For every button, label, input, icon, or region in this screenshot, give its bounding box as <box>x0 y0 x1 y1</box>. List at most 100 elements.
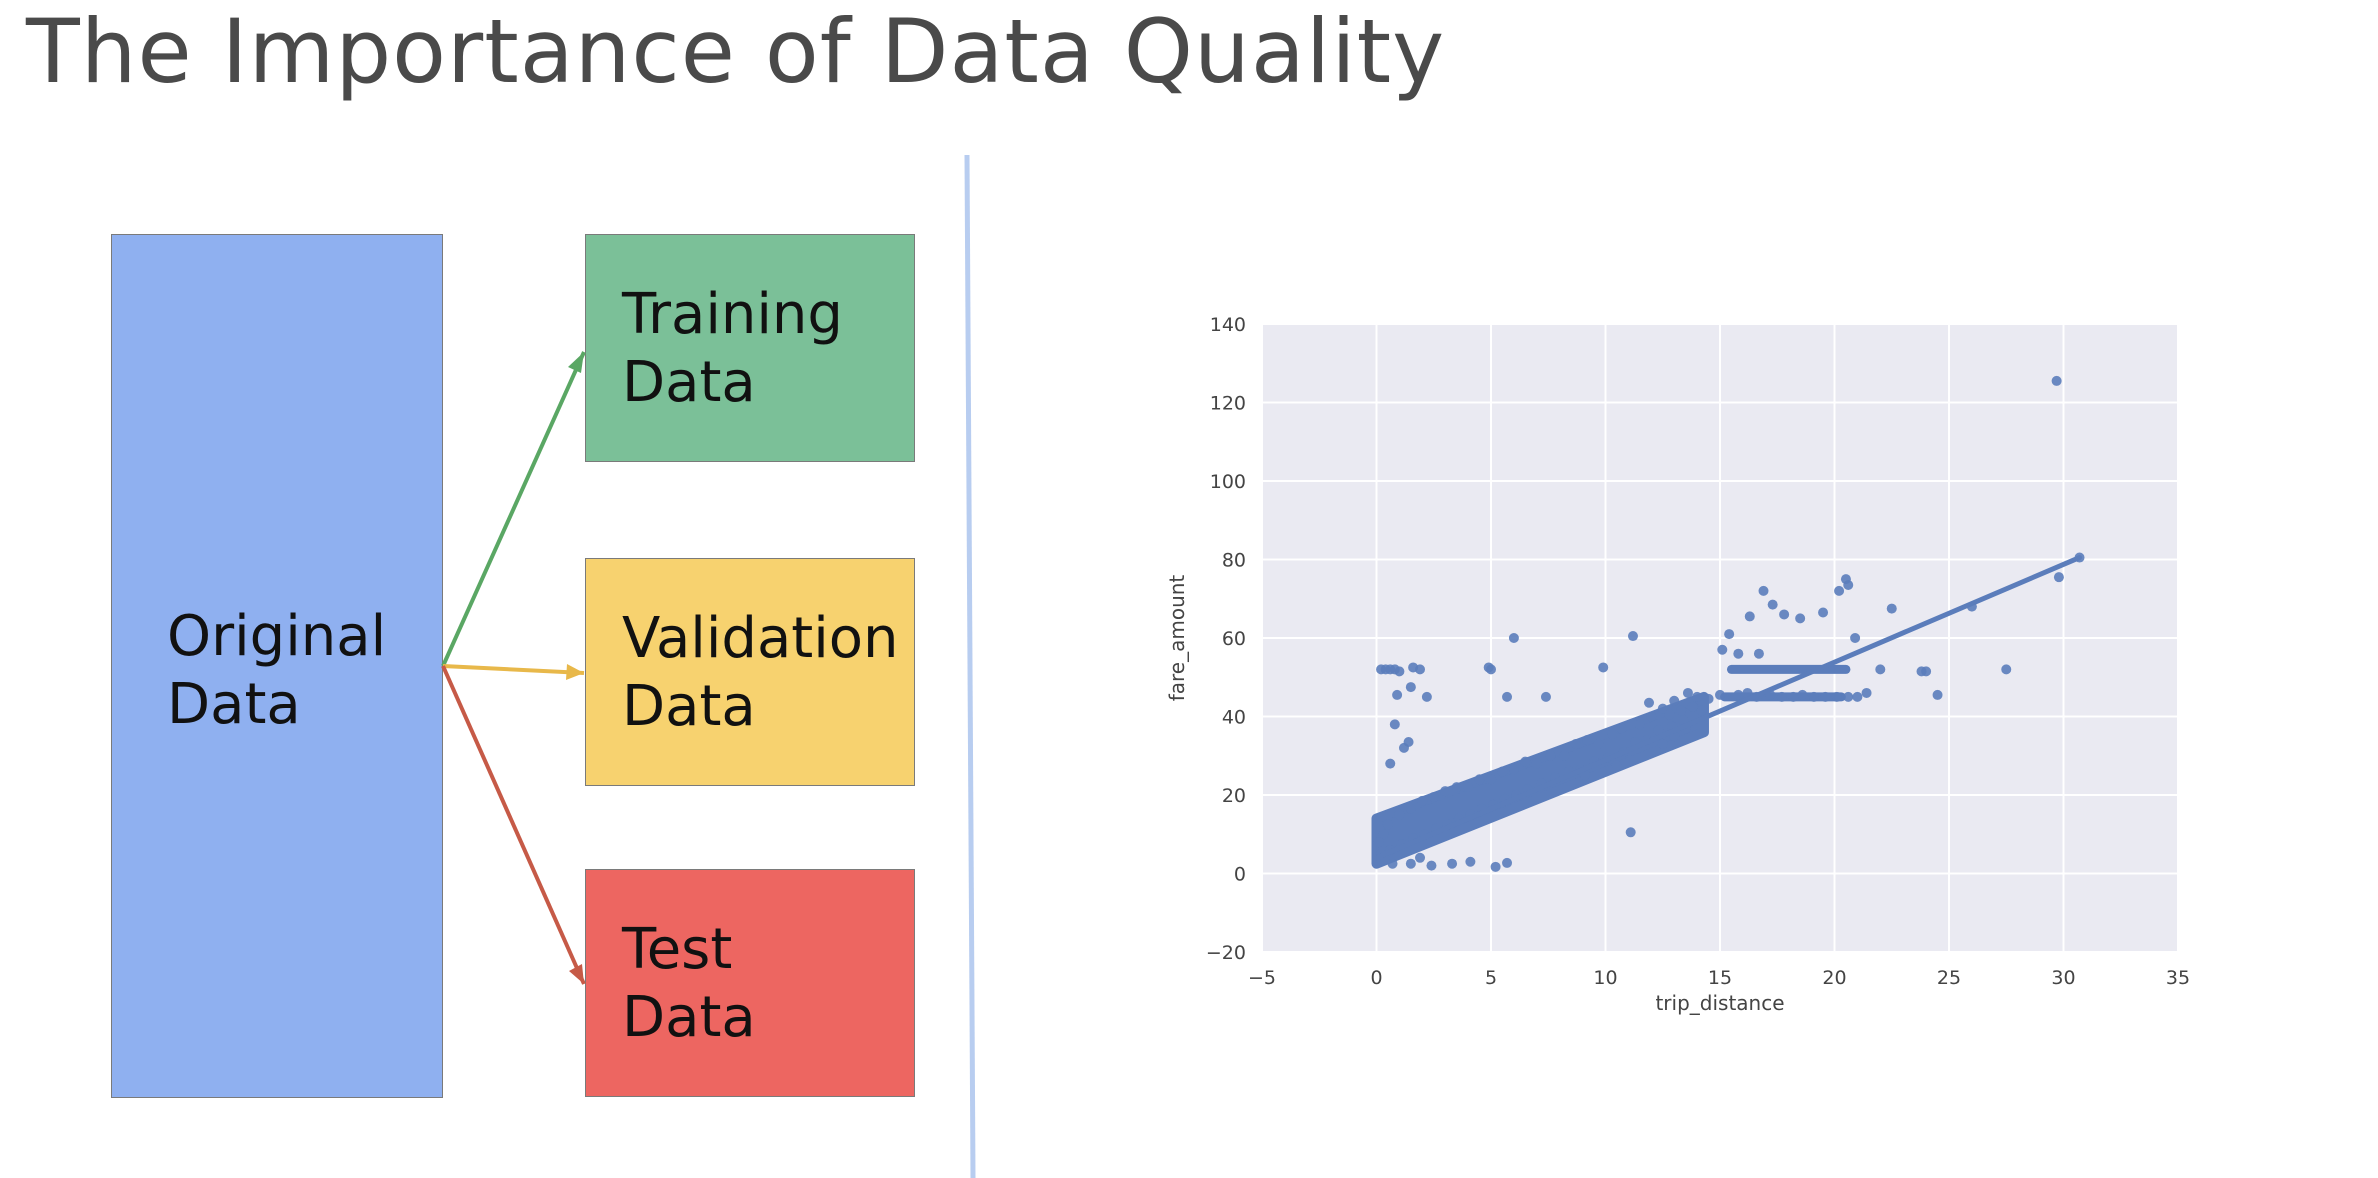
scatter-point <box>1861 687 1872 698</box>
x-tick-label: 15 <box>1708 967 1732 989</box>
scatter-point <box>1753 648 1764 659</box>
arrow-to-validation <box>442 664 585 680</box>
x-tick-label: 25 <box>1937 967 1961 989</box>
scatter-point <box>1644 697 1655 708</box>
scatter-point <box>1634 719 1645 730</box>
scatter-point <box>1916 666 1927 677</box>
scatter-point <box>1717 644 1728 655</box>
scatter-point <box>1850 633 1861 643</box>
scatter-point <box>1607 729 1618 740</box>
scatter-point <box>1405 682 1416 693</box>
y-tick-label: 100 <box>1210 471 1246 493</box>
test-data-box: Test Data <box>585 869 915 1097</box>
scatter-point <box>1582 735 1593 746</box>
scatter-point <box>1502 857 1513 868</box>
scatter-point <box>1627 631 1638 642</box>
scatter-point <box>1451 782 1462 793</box>
x-tick-label: 30 <box>2051 967 2075 989</box>
scatter-point <box>1703 693 1714 704</box>
training-data-box: Training Data <box>585 234 915 462</box>
validation-data-box: Validation Data <box>585 558 915 786</box>
y-tick-label: 0 <box>1234 864 1246 886</box>
scatter-point <box>1625 827 1636 838</box>
scatter-point <box>1417 795 1428 806</box>
scatter-point <box>1733 689 1744 700</box>
scatter-point <box>1797 689 1808 700</box>
x-tick-label: 20 <box>1822 967 1846 989</box>
scatter-point <box>2001 664 2012 675</box>
scatter-point <box>1520 756 1531 767</box>
scatter-point <box>1545 750 1556 761</box>
scatter-point <box>1682 687 1693 698</box>
scatter-point <box>1508 764 1519 775</box>
fare-vs-distance-scatter: −5 0 5 10 15 20 25 30 35 −20 0 20 40 60 80 100 120 140 t… <box>1165 314 2190 1015</box>
test-data-label: Test Data <box>622 917 756 1050</box>
scatter-point <box>1373 837 1384 848</box>
scatter-point <box>1834 585 1845 596</box>
x-tick-label: 10 <box>1593 967 1617 989</box>
slide-title: The Importance of Data Quality <box>26 0 1446 103</box>
x-tick-label: 35 <box>2166 967 2190 989</box>
x-tick-label: 5 <box>1485 967 1497 989</box>
scatter-point <box>1426 860 1437 871</box>
x-tick-label: 0 <box>1370 967 1382 989</box>
y-tick-label: 20 <box>1222 785 1246 807</box>
scatter-point <box>1392 689 1403 700</box>
scatter-point <box>1378 829 1389 840</box>
scatter-point <box>1447 858 1458 869</box>
scatter-point <box>1875 664 1886 675</box>
scatter-point <box>1744 611 1755 622</box>
scatter-point <box>1646 711 1657 722</box>
original-data-box: Original Data <box>111 234 443 1098</box>
scatter-point <box>1724 629 1735 640</box>
scatter-point <box>1831 691 1842 702</box>
scatter-point <box>1818 607 1829 618</box>
scatter-point <box>1676 705 1687 716</box>
validation-data-label: Validation Data <box>622 606 899 739</box>
scatter-point <box>1696 705 1707 716</box>
scatter-point <box>1465 856 1476 867</box>
scatter-point <box>1490 861 1501 872</box>
scatter-point <box>1692 691 1703 702</box>
scatter-point <box>1428 791 1439 802</box>
scatter-point <box>1808 691 1819 702</box>
scatter-point <box>1389 719 1400 730</box>
scatter-point <box>1664 709 1675 720</box>
scatter-point <box>1389 664 1400 675</box>
scatter-point <box>1405 803 1416 814</box>
scatter-point <box>1405 858 1416 869</box>
y-tick-label: 60 <box>1222 628 1246 650</box>
scatter-point <box>1932 689 1943 700</box>
scatter-point <box>1776 691 1787 702</box>
scatter-point <box>1779 609 1790 620</box>
scatter-point <box>1508 633 1519 643</box>
scatter-point <box>1669 695 1680 706</box>
y-tick-label: 120 <box>1210 393 1246 415</box>
regression-line <box>1374 555 2083 861</box>
scatter-point <box>1611 760 1622 771</box>
y-tick-labels: −20 0 20 40 60 80 100 120 140 <box>1206 314 1246 964</box>
scatter-point <box>1408 662 1419 673</box>
scatter-point <box>1421 691 1432 702</box>
scatter-point <box>1579 770 1590 781</box>
scatter-point <box>1593 738 1604 749</box>
scatter-point <box>1795 613 1806 624</box>
scatter-point <box>1687 701 1698 712</box>
training-data-label: Training Data <box>622 282 843 415</box>
scatter-point <box>1767 599 1778 610</box>
scatter-point <box>1398 742 1409 753</box>
scatter-point <box>1715 689 1725 700</box>
arrow-to-training <box>441 351 586 667</box>
grid-lines <box>1261 323 2179 953</box>
y-tick-label: −20 <box>1206 942 1246 964</box>
scatter-point <box>1382 819 1393 830</box>
scatter-point <box>1852 691 1863 702</box>
scatter-point <box>1657 738 1668 749</box>
y-tick-label: 40 <box>1222 707 1246 729</box>
x-tick-label: −5 <box>1248 967 1276 989</box>
scatter-point <box>1497 766 1508 777</box>
scatter-point <box>1387 858 1398 869</box>
scatter-point <box>1820 691 1831 702</box>
scatter-point <box>1678 715 1689 726</box>
